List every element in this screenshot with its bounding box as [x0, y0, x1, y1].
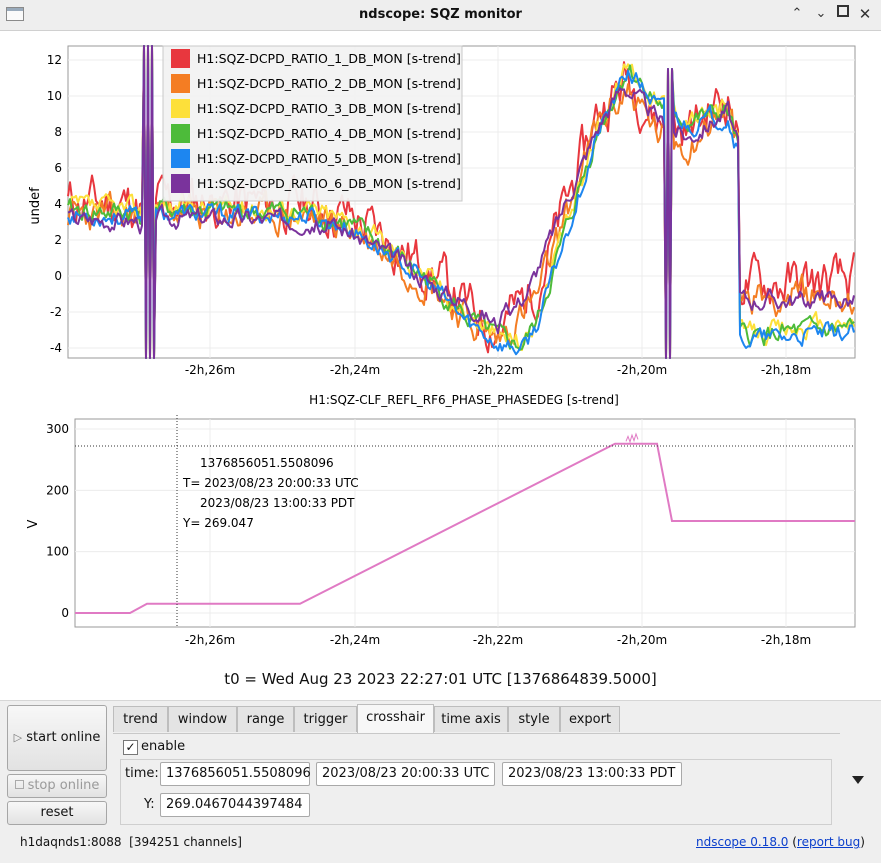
title-bar: ndscope: SQZ monitor ⌃ ⌄ ✕ [0, 0, 881, 31]
plot1-y-tick-label: 12 [47, 53, 62, 67]
close-icon[interactable]: ✕ [858, 5, 872, 23]
legend-swatch[interactable] [171, 74, 190, 93]
tab-crosshair[interactable]: crosshair [357, 704, 434, 734]
plot1-series [67, 45, 855, 359]
legend-box [162, 45, 463, 202]
plot2-x-ticks: -2h,26m -2h,24m -2h,22m -2h,20m -2h,18m [185, 633, 811, 647]
tab-export[interactable]: export [560, 706, 620, 732]
plot2-x-tick-label: -2h,26m [185, 633, 235, 647]
plot1-legend: H1:SQZ-DCPD_RATIO_1_DB_MON [s-trend] H1:S… [162, 45, 463, 202]
plot2-y-axis-label: V [26, 519, 41, 528]
legend-entry[interactable]: H1:SQZ-DCPD_RATIO_4_DB_MON [s-trend] [197, 126, 461, 141]
window-menu-icon[interactable] [6, 7, 24, 21]
enable-label: enable [141, 739, 186, 754]
maximize-icon[interactable] [834, 5, 852, 23]
plot2-y-tick-label: 200 [46, 483, 69, 497]
tab-window[interactable]: window [168, 706, 237, 732]
plot1-y-tick-label: 0 [54, 269, 62, 283]
plot2-y-ticks: 300 200 100 0 [46, 422, 69, 620]
plot2-x-tick-label: -2h,20m [617, 633, 667, 647]
minimize-icon[interactable]: ⌄ [815, 6, 827, 21]
stop-icon [14, 780, 24, 789]
plot1-series-line [67, 45, 855, 359]
play-icon: ▷ [13, 731, 23, 744]
status-version: ndscope 0.18.0 (report bug) [696, 835, 865, 849]
tab-trend[interactable]: trend [113, 706, 168, 732]
plot2-y-tick-label: 100 [46, 545, 69, 559]
plot1-y-tick-label: 6 [54, 161, 62, 175]
plot1-y-ticks: 12 10 8 6 4 2 0 -2 -4 [47, 53, 62, 355]
plot2-noise-spike [625, 432, 639, 444]
report-bug-link[interactable]: report bug [796, 835, 861, 849]
crosshair-fields-group [120, 759, 832, 825]
time-utc-field[interactable]: 2023/08/23 20:00:33 UTC [316, 762, 495, 786]
plot1-x-tick-label: -2h,18m [761, 363, 811, 377]
crosshair-y-readout: Y= 269.047 [182, 516, 254, 530]
plot1-x-tick-label: -2h,20m [617, 363, 667, 377]
plot1-series-line [67, 45, 855, 359]
crosshair-utc-readout: T= 2023/08/23 20:00:33 UTC [182, 476, 359, 490]
tab-trigger[interactable]: trigger [294, 706, 357, 732]
plot1-y-tick-label: 8 [54, 125, 62, 139]
status-server: h1daqnds1:8088 [394251 channels] [20, 835, 242, 849]
reset-button[interactable]: reset [7, 801, 107, 825]
plot1-x-ticks: -2h,26m -2h,24m -2h,22m -2h,20m -2h,18m [185, 363, 811, 377]
legend-swatch[interactable] [171, 174, 190, 193]
plot2-grid [75, 419, 855, 627]
time-pdt-field[interactable]: 2023/08/23 13:00:33 PDT [502, 762, 682, 786]
crosshair-gps-readout: 1376856051.5508096 [200, 456, 334, 470]
plot1-y-tick-label: 4 [54, 197, 62, 211]
plot1-y-tick-label: 10 [47, 89, 62, 103]
legend-entry[interactable]: H1:SQZ-DCPD_RATIO_5_DB_MON [s-trend] [197, 151, 461, 166]
tab-time-axis[interactable]: time axis [434, 706, 508, 732]
legend-swatch[interactable] [171, 124, 190, 143]
plot2-x-tick-label: -2h,22m [473, 633, 523, 647]
legend-swatch[interactable] [171, 149, 190, 168]
legend-entry[interactable]: H1:SQZ-DCPD_RATIO_6_DB_MON [s-trend] [197, 176, 461, 191]
time-gps-field[interactable]: 1376856051.5508096 [160, 762, 311, 786]
start-online-button[interactable]: ▷ start online [7, 705, 107, 771]
plot2-x-tick-label: -2h,18m [761, 633, 811, 647]
version-link[interactable]: ndscope 0.18.0 [696, 835, 789, 849]
shade-icon[interactable]: ⌃ [791, 6, 803, 21]
plot1-y-tick-label: -4 [50, 341, 62, 355]
crosshair-panel [113, 733, 840, 826]
y-label: Y: [144, 797, 155, 812]
plot2-y-tick-label: 0 [61, 606, 69, 620]
collapse-arrow-icon[interactable] [852, 776, 864, 784]
time-label: time: [125, 766, 159, 781]
plot2-x-tick-label: -2h,24m [330, 633, 380, 647]
plot1-y-axis-label: undef [28, 187, 43, 225]
y-value-field[interactable]: 269.0467044397484 [160, 793, 310, 817]
legend-swatch[interactable] [171, 99, 190, 118]
plot1-y-tick-label: 2 [54, 233, 62, 247]
plot2-y-tick-label: 300 [46, 422, 69, 436]
plot1-x-tick-label: -2h,26m [185, 363, 235, 377]
plot1-series-line [67, 45, 855, 359]
legend-entry[interactable]: H1:SQZ-DCPD_RATIO_1_DB_MON [s-trend] [197, 51, 461, 66]
plot2-title: H1:SQZ-CLF_REFL_RF6_PHASE_PHASEDEG [s-tr… [309, 393, 619, 407]
window-title: ndscope: SQZ monitor [359, 7, 522, 22]
crosshair-pdt-readout: 2023/08/23 13:00:33 PDT [200, 496, 355, 510]
legend-entry[interactable]: H1:SQZ-DCPD_RATIO_2_DB_MON [s-trend] [197, 76, 461, 91]
plot1-x-tick-label: -2h,24m [330, 363, 380, 377]
legend-swatch[interactable] [171, 49, 190, 68]
legend-entry[interactable]: H1:SQZ-DCPD_RATIO_3_DB_MON [s-trend] [197, 101, 461, 116]
stop-online-button[interactable]: stop online [7, 774, 107, 798]
tab-style[interactable]: style [508, 706, 560, 732]
plot1-x-tick-label: -2h,22m [473, 363, 523, 377]
plot1-y-tick-label: -2 [50, 305, 62, 319]
enable-checkbox[interactable]: ✓ [123, 740, 138, 755]
t0-label: t0 = Wed Aug 23 2023 22:27:01 UTC [13768… [224, 670, 657, 688]
plot2-frame[interactable] [74, 418, 856, 628]
plot2-series [75, 432, 855, 614]
plot2-series-line [75, 442, 855, 614]
tab-range[interactable]: range [237, 706, 294, 732]
